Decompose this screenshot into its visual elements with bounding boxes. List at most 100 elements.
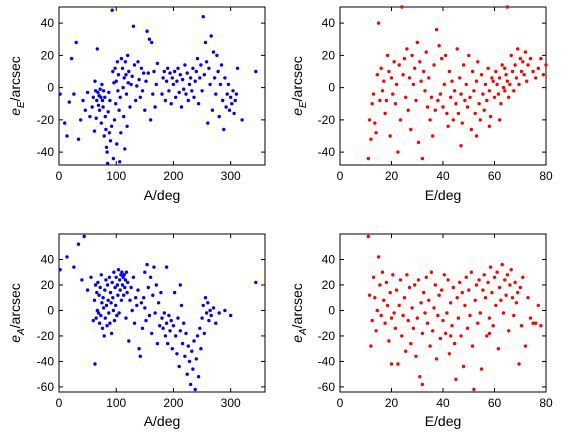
data-point: [366, 234, 370, 239]
data-point: [114, 303, 118, 308]
y-tick-label: 20: [41, 48, 55, 62]
data-point: [129, 285, 133, 290]
data-point: [74, 40, 78, 45]
data-point: [152, 265, 156, 269]
data-point: [58, 268, 62, 272]
plot-area: [58, 6, 266, 166]
x-tick-label: 0: [56, 396, 63, 410]
data-point: [388, 134, 392, 138]
data-point: [182, 87, 186, 91]
x-tick-label: 20: [385, 169, 399, 183]
data-point: [96, 90, 100, 95]
data-point: [152, 69, 156, 74]
x-tick-label: 60: [488, 169, 502, 183]
data-point: [171, 324, 176, 328]
data-point: [147, 37, 152, 41]
y-tick-label: -60: [37, 380, 55, 394]
data-point: [92, 298, 97, 302]
data-point: [393, 102, 398, 106]
data-point: [167, 89, 171, 93]
data-point: [96, 280, 100, 285]
data-point: [182, 321, 186, 325]
data-point: [487, 124, 492, 128]
data-point: [389, 316, 394, 320]
data-point: [151, 293, 155, 297]
data-point: [130, 74, 134, 79]
data-point: [458, 280, 462, 285]
data-point: [391, 92, 395, 96]
data-point: [114, 275, 118, 279]
data-point: [499, 298, 503, 302]
data-point: [137, 77, 141, 82]
data-point: [155, 341, 160, 346]
y-tick-label: 0: [328, 303, 335, 317]
data-point: [375, 73, 379, 77]
data-point: [191, 367, 195, 371]
data-point: [158, 324, 162, 328]
data-point: [116, 293, 120, 297]
data-point: [136, 60, 140, 64]
data-point: [508, 283, 512, 287]
data-point: [196, 102, 201, 106]
data-point: [67, 100, 72, 104]
data-point: [519, 69, 524, 74]
data-point: [117, 108, 121, 112]
data-point: [464, 275, 468, 279]
data-point: [106, 110, 110, 114]
data-point: [420, 331, 425, 336]
data-point: [486, 66, 490, 71]
x-axis-label: E/deg: [425, 413, 462, 429]
data-point: [454, 377, 458, 381]
data-point: [384, 280, 389, 285]
data-point: [200, 89, 204, 93]
y-tick-label: -40: [37, 354, 55, 368]
y-tick-label: 40: [41, 16, 55, 30]
x-tick-label: 80: [539, 169, 553, 183]
data-point: [419, 79, 423, 83]
y-tick-label: 0: [328, 81, 335, 95]
data-point: [401, 313, 405, 318]
data-point: [108, 98, 112, 103]
y-tick-label: -20: [37, 113, 55, 127]
data-point: [170, 347, 174, 351]
data-point: [459, 334, 463, 338]
data-point: [119, 56, 124, 61]
data-points: [366, 234, 543, 392]
data-point: [195, 334, 200, 338]
data-point: [212, 76, 217, 80]
data-point: [206, 301, 210, 305]
data-point: [99, 95, 103, 100]
data-point: [92, 129, 97, 133]
data-point: [510, 69, 515, 74]
data-point: [447, 69, 452, 74]
data-point: [422, 290, 426, 295]
data-point: [396, 150, 400, 154]
data-point: [148, 275, 153, 279]
y-ticks: -60 -40 -20 0 20 40: [318, 252, 546, 394]
x-tick-label: 200: [163, 169, 183, 183]
data-point: [415, 316, 419, 320]
data-point: [101, 105, 105, 109]
data-point: [177, 364, 181, 369]
data-point: [215, 53, 219, 58]
data-point: [185, 372, 189, 376]
data-point: [507, 95, 511, 100]
data-point: [400, 334, 404, 338]
data-point: [120, 283, 125, 287]
data-point: [94, 116, 98, 120]
data-point: [196, 375, 201, 379]
data-point: [455, 47, 459, 51]
data-point: [104, 303, 109, 308]
data-point: [156, 301, 161, 305]
data-point: [374, 131, 378, 135]
y-axis-label-main: e: [289, 108, 305, 116]
data-point: [116, 268, 121, 272]
data-point: [434, 27, 439, 32]
data-point: [226, 82, 231, 87]
data-point: [72, 265, 76, 269]
data-point: [120, 66, 125, 71]
data-point: [382, 298, 386, 302]
data-point: [97, 321, 102, 325]
data-point: [98, 87, 102, 91]
data-point: [487, 331, 492, 336]
